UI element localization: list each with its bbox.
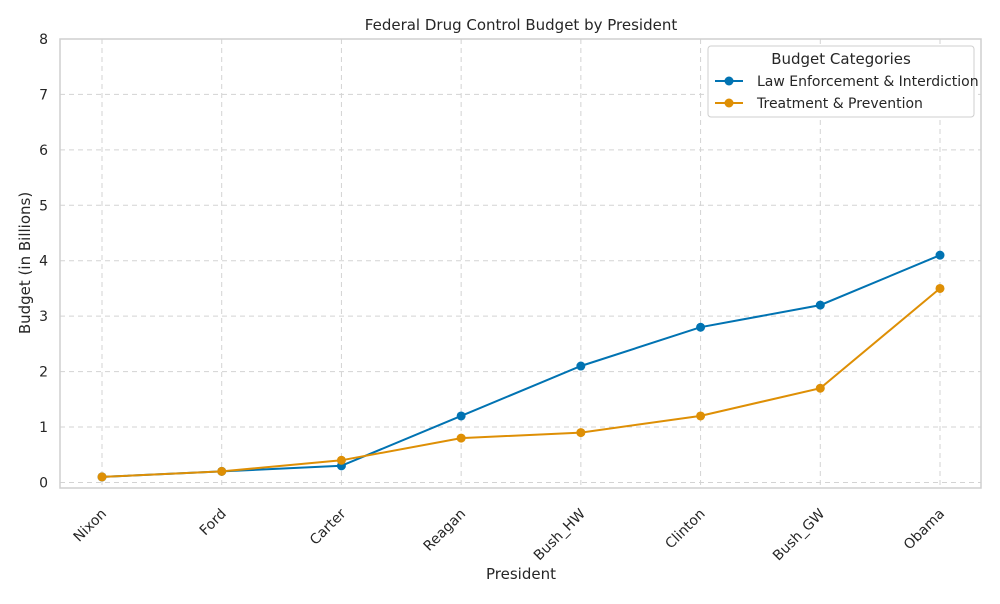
legend-marker: [724, 98, 734, 108]
x-tick-label: Bush_GW: [770, 506, 828, 564]
y-tick-label: 8: [39, 32, 48, 48]
data-point: [217, 466, 227, 476]
series-layer: [97, 250, 945, 482]
plot-frame: [59, 38, 982, 489]
x-tick-label: Nixon: [71, 506, 110, 545]
data-point: [815, 383, 825, 393]
data-point: [456, 433, 466, 443]
x-tick-label: Bush_HW: [531, 506, 589, 564]
x-tick-label: Obama: [901, 506, 948, 553]
y-tick-label: 5: [39, 198, 48, 214]
x-tick-label: Ford: [197, 506, 230, 539]
series-group: [97, 283, 945, 482]
data-point: [696, 322, 706, 332]
legend-item: Law Enforcement & Interdiction: [715, 74, 979, 90]
y-tick-label: 7: [39, 87, 48, 103]
series-line: [101, 254, 941, 478]
y-tick-label: 3: [39, 309, 48, 325]
y-tick-label: 0: [39, 475, 48, 491]
legend-label: Law Enforcement & Interdiction: [757, 74, 979, 90]
legend-item: Treatment & Prevention: [715, 96, 923, 112]
data-point: [815, 300, 825, 310]
data-point: [336, 455, 346, 465]
data-point: [935, 250, 945, 260]
x-tick-label: Clinton: [662, 506, 708, 552]
chart-title: Federal Drug Control Budget by President: [365, 16, 678, 34]
legend-label: Treatment & Prevention: [756, 96, 923, 112]
legend-title: Budget Categories: [771, 50, 911, 68]
y-axis-label: Budget (in Billions): [16, 192, 34, 334]
data-point: [935, 283, 945, 293]
data-point: [576, 428, 586, 438]
x-axis-label: President: [486, 565, 556, 583]
legend: Budget Categories Law Enforcement & Inte…: [707, 45, 979, 118]
x-tick-label: Carter: [307, 506, 350, 549]
series-group: [97, 250, 945, 482]
x-tick-label: Reagan: [421, 506, 470, 555]
data-point: [97, 472, 107, 482]
y-tick-label: 2: [39, 365, 48, 381]
y-tick-label: 4: [39, 254, 48, 270]
y-tick-label: 6: [39, 143, 48, 159]
data-point: [576, 361, 586, 371]
data-point: [456, 411, 466, 421]
legend-items: Law Enforcement & Interdiction Treatment …: [715, 74, 979, 112]
legend-marker: [724, 76, 734, 86]
y-tick-label: 1: [39, 420, 48, 436]
series-line: [101, 287, 941, 478]
legend-box: [707, 45, 975, 118]
data-point: [696, 411, 706, 421]
